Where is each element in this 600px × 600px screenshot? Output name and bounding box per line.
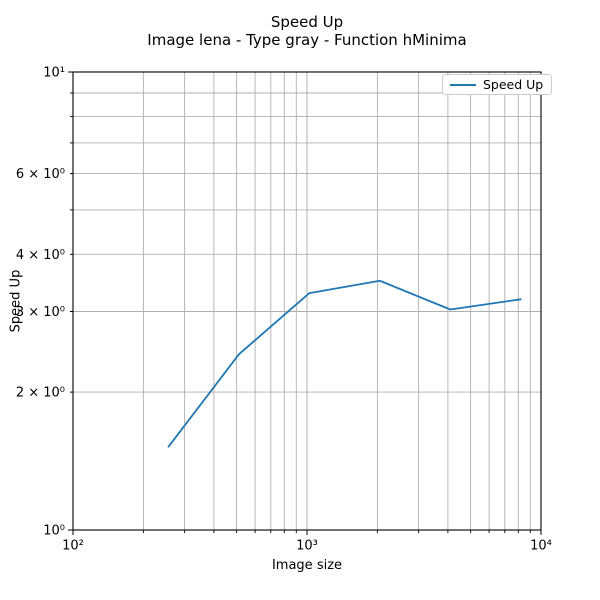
x-tick-label: 10² xyxy=(62,539,84,554)
x-axis-label: Image size xyxy=(271,558,343,573)
y-axis-label: Speed Up xyxy=(8,269,24,333)
y-tick-label: 10⁰ xyxy=(43,524,65,539)
chart-title-sub: Image lena - Type gray - Function hMinim… xyxy=(147,30,467,49)
y-tick-label: 4 × 10⁰ xyxy=(16,248,65,263)
series-line xyxy=(167,279,522,448)
y-tick-label: 3 × 10⁰ xyxy=(16,305,65,320)
y-tick-label: 10¹ xyxy=(43,66,65,81)
y-tick-label: 2 × 10⁰ xyxy=(16,386,65,401)
chart-title: Speed Up Image lena - Type gray - Functi… xyxy=(73,13,541,49)
legend-entry-label: Speed Up xyxy=(483,77,544,92)
y-tick-label: 6 × 10⁰ xyxy=(16,167,65,182)
x-tick-label: 10⁴ xyxy=(530,539,552,554)
legend-box: Speed Up xyxy=(442,74,553,95)
legend-line-sample xyxy=(450,83,476,86)
chart-title-main: Speed Up xyxy=(270,13,344,31)
x-tick-label: 10³ xyxy=(296,539,318,554)
